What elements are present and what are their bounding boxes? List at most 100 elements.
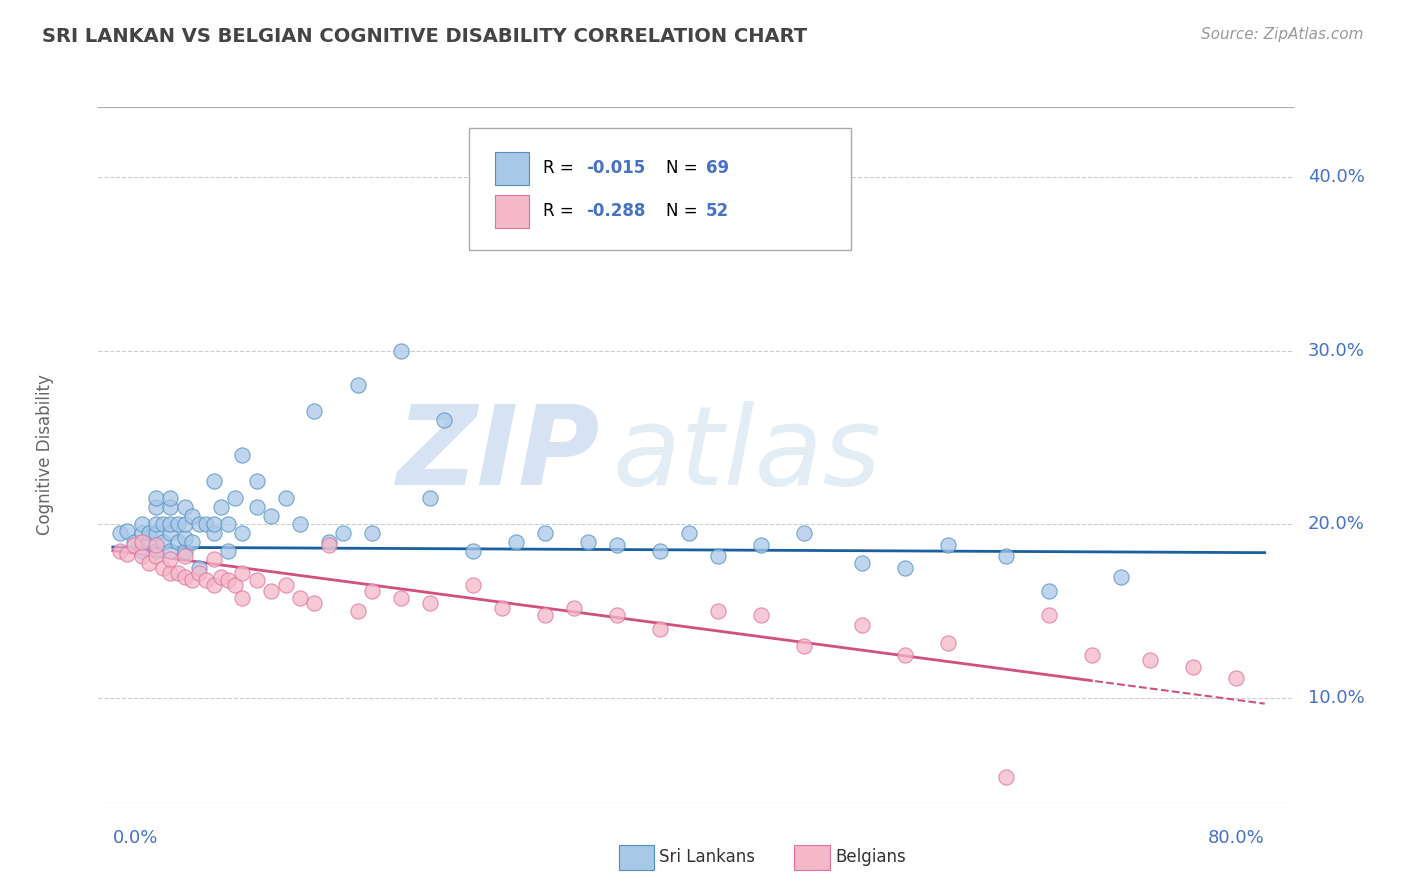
Point [994,549,1017,563]
Point [304,404,326,418]
Point [288,517,311,532]
Point [138,526,160,541]
Point [217,573,239,587]
Point [318,534,340,549]
Point [1109,570,1132,584]
Point [1181,660,1204,674]
Point [246,474,269,488]
Text: N =: N = [666,160,703,178]
Point [246,573,269,587]
Point [678,526,700,541]
Point [108,543,131,558]
Point [152,534,174,549]
Point [173,500,195,514]
Point [851,556,873,570]
Point [461,578,484,592]
Point [1139,653,1161,667]
Point [166,566,188,581]
Point [159,552,181,566]
Point [209,570,232,584]
Point [159,543,181,558]
Point [202,578,225,592]
Point [231,526,253,541]
Point [138,556,160,570]
Point [124,534,146,549]
FancyBboxPatch shape [495,152,529,185]
FancyBboxPatch shape [470,128,851,250]
Text: atlas: atlas [612,401,882,508]
Point [851,618,873,632]
Point [231,448,253,462]
Point [346,605,368,619]
Point [202,552,225,566]
Point [576,534,599,549]
Point [173,549,195,563]
Point [461,543,484,558]
Point [217,517,239,532]
Point [188,517,211,532]
Point [994,770,1017,784]
Point [433,413,456,427]
Point [706,605,728,619]
Point [1225,671,1247,685]
Point [288,591,311,605]
Point [159,500,181,514]
Point [145,517,167,532]
Point [159,566,181,581]
Text: R =: R = [543,202,579,220]
Point [419,596,441,610]
Text: Cognitive Disability: Cognitive Disability [35,375,53,535]
Point [231,591,253,605]
Point [246,500,269,514]
Point [131,526,153,541]
Point [606,607,628,622]
Text: 10.0%: 10.0% [1308,690,1365,707]
Point [159,491,181,506]
Point [152,517,174,532]
Point [1081,648,1104,662]
Point [181,573,204,587]
Point [361,583,384,598]
Point [893,561,915,575]
Point [108,526,131,541]
Point [195,573,218,587]
Text: SRI LANKAN VS BELGIAN COGNITIVE DISABILITY CORRELATION CHART: SRI LANKAN VS BELGIAN COGNITIVE DISABILI… [42,27,807,45]
Point [173,570,195,584]
Point [202,517,225,532]
Point [181,534,204,549]
Point [138,534,160,549]
Point [793,639,815,653]
Point [188,566,211,581]
Point [648,543,671,558]
Point [181,508,204,523]
Point [131,549,153,563]
Text: 20.0%: 20.0% [1308,516,1365,533]
Text: 0.0%: 0.0% [112,829,159,847]
Point [173,517,195,532]
Point [145,491,167,506]
Text: 30.0%: 30.0% [1308,342,1365,359]
Point [505,534,527,549]
Point [1038,583,1060,598]
Point [115,524,138,539]
Text: 80.0%: 80.0% [1208,829,1265,847]
FancyBboxPatch shape [495,194,529,228]
Point [124,538,146,552]
Point [195,517,218,532]
Point [1038,607,1060,622]
Point [131,517,153,532]
Point [188,561,211,575]
Text: -0.288: -0.288 [586,202,645,220]
Point [749,607,772,622]
Text: Source: ZipAtlas.com: Source: ZipAtlas.com [1201,27,1364,42]
Text: N =: N = [666,202,703,220]
Point [131,543,153,558]
Point [166,534,188,549]
Point [115,547,138,561]
Point [389,343,412,358]
Text: Sri Lankans: Sri Lankans [659,848,755,866]
Point [304,596,326,610]
Point [936,636,959,650]
Point [361,526,384,541]
Point [209,500,232,514]
